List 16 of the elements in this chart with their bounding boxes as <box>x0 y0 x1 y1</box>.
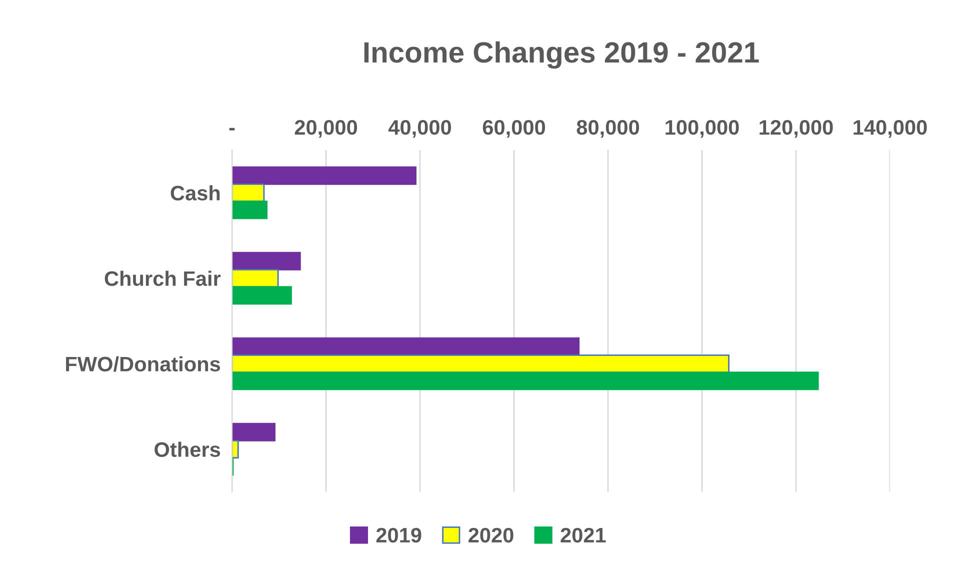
y-tick-label: Cash <box>170 185 220 201</box>
x-tick-label: 140,000 <box>854 120 927 138</box>
legend-label: 2021 <box>560 528 606 543</box>
chart-title: Income Changes 2019 - 2021 <box>364 41 759 69</box>
legend-label: 2019 <box>376 528 422 543</box>
y-tick-label: Church Fair <box>104 270 221 286</box>
x-tick-label: 100,000 <box>666 120 739 138</box>
x-tick-label: 80,000 <box>576 120 640 138</box>
x-tick-label: 20,000 <box>294 120 358 138</box>
x-tick-label: 40,000 <box>388 120 452 138</box>
y-tick-label: Others <box>154 442 220 458</box>
x-tick-label: 120,000 <box>760 120 833 138</box>
x-tick-label: 60,000 <box>482 120 546 138</box>
legend-label: 2020 <box>468 528 514 543</box>
y-tick-label: FWO/Donations <box>66 356 220 372</box>
x-tick-label: - <box>229 128 235 130</box>
